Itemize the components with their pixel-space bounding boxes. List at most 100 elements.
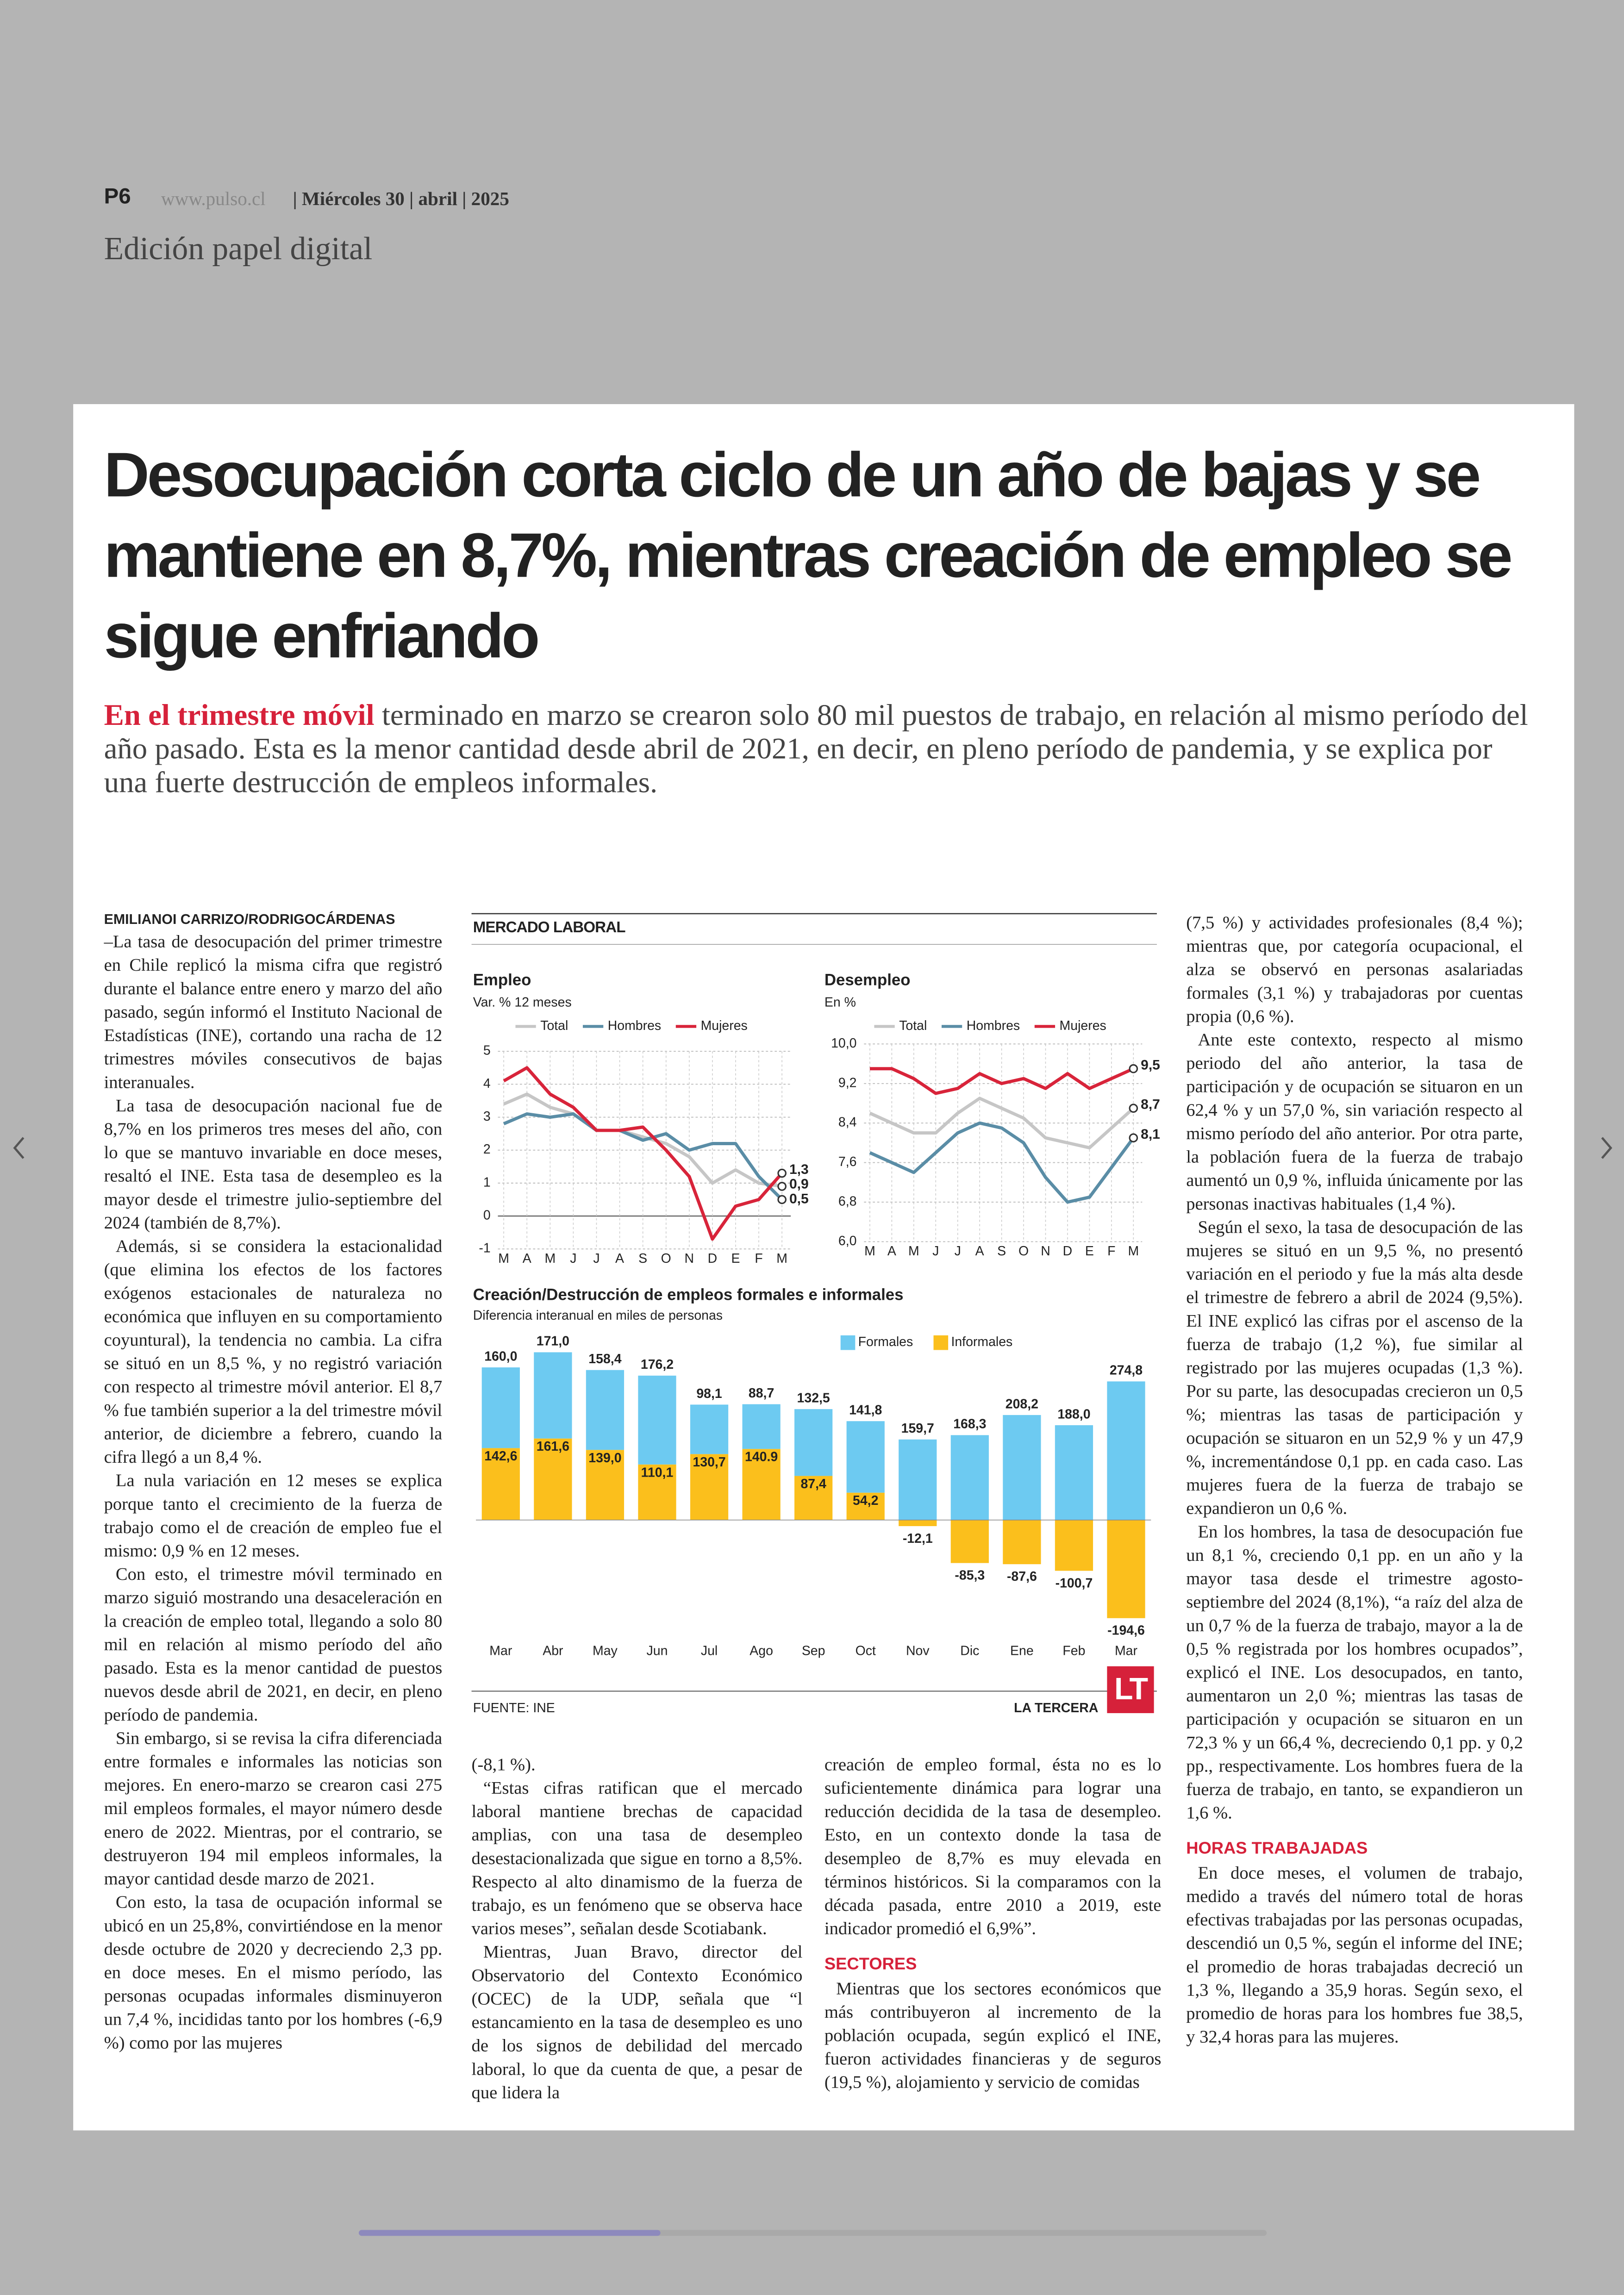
- value-label: 141,8: [849, 1403, 882, 1418]
- value-label: 274,8: [1110, 1363, 1143, 1378]
- bar-segment: [846, 1421, 885, 1493]
- x-tick-label: Nov: [906, 1644, 930, 1659]
- end-marker: [777, 1195, 787, 1204]
- bar-segment: [742, 1449, 781, 1520]
- x-tick-label: Oct: [856, 1644, 876, 1659]
- end-marker: [1129, 1133, 1138, 1143]
- lead-text: terminado en marzo se crearon solo 80 mi…: [104, 700, 1528, 800]
- legend-label: Informales: [951, 1335, 1012, 1349]
- block-title: MERCADO LABORAL: [473, 919, 626, 936]
- y-tick-label: 2: [483, 1142, 491, 1157]
- chart-subtitle: Var. % 12 meses: [473, 995, 572, 1010]
- paragraph: Con esto, el trimestre móvil terminado e…: [104, 1564, 443, 1725]
- x-tick-label: May: [593, 1644, 618, 1659]
- lead: En el trimestre móvil terminado en marzo…: [104, 700, 1532, 801]
- value-label: 130,7: [693, 1455, 725, 1470]
- y-tick-label: 6,0: [838, 1234, 857, 1248]
- x-tick-label: M: [864, 1244, 875, 1259]
- paragraph: En doce meses, el volumen de trabajo, me…: [1186, 1862, 1523, 2047]
- bar-segment: [950, 1435, 989, 1520]
- x-tick-label: N: [685, 1251, 694, 1266]
- value-label: -100,7: [1056, 1576, 1093, 1590]
- y-tick-label: 7,6: [838, 1154, 857, 1169]
- line-series: [503, 1066, 783, 1241]
- value-label: 208,2: [1006, 1397, 1038, 1411]
- legend-label: Mujeres: [1060, 1018, 1106, 1033]
- x-tick-label: F: [755, 1251, 762, 1266]
- prev-arrow[interactable]: [13, 1137, 25, 1159]
- legend-swatch: [840, 1335, 856, 1350]
- bar-segment: [846, 1492, 885, 1520]
- paragraph: La nula variación en 12 meses se explica…: [104, 1470, 443, 1561]
- line-series: [869, 1121, 1135, 1204]
- page-number: P6: [104, 184, 131, 210]
- x-tick-label: M: [544, 1251, 556, 1266]
- line-series: [503, 1112, 783, 1201]
- y-tick-label: 8,4: [838, 1115, 857, 1130]
- legend-swatch: [933, 1335, 949, 1350]
- paragraph: La tasa de desocupación nacional fue de …: [104, 1095, 443, 1233]
- value-label: 158,4: [588, 1352, 621, 1366]
- x-tick-label: A: [975, 1244, 984, 1259]
- end-label: 1,3: [789, 1162, 809, 1177]
- x-tick-label: Feb: [1062, 1644, 1085, 1659]
- y-tick-label: 5: [483, 1043, 491, 1058]
- x-tick-label: M: [776, 1251, 787, 1266]
- x-tick-label: O: [661, 1251, 671, 1266]
- paragraph: Sin embargo, si se revisa la cifra difer…: [104, 1727, 443, 1889]
- x-tick-label: N: [1041, 1244, 1050, 1259]
- value-label: 142,6: [484, 1449, 517, 1464]
- bar-segment: [690, 1404, 729, 1454]
- column: creación de empleo formal, ésta no es lo…: [824, 1752, 1162, 2094]
- value-label: 161,6: [537, 1439, 569, 1454]
- column: (7,5 %) y actividades profesionales (8,4…: [1186, 911, 1523, 2049]
- x-tick-label: E: [1085, 1244, 1094, 1259]
- bar-segment: [950, 1520, 989, 1563]
- bar-segment: [1055, 1520, 1093, 1571]
- byline: EMILIANOI CARRIZO/RODRIGOCÁRDENAS: [104, 912, 395, 929]
- legend-label: Hombres: [608, 1018, 661, 1033]
- chart-title: Creación/Destrucción de empleos formales…: [473, 1286, 904, 1304]
- value-label: 188,0: [1057, 1407, 1090, 1422]
- value-label: 54,2: [853, 1493, 878, 1508]
- end-label: 8,1: [1141, 1127, 1160, 1142]
- next-arrow[interactable]: [1601, 1137, 1612, 1159]
- column: EMILIANOI CARRIZO/RODRIGOCÁRDENAS –La tas…: [104, 911, 443, 2054]
- value-label: 159,7: [901, 1421, 934, 1436]
- value-label: 168,3: [953, 1417, 986, 1432]
- bar-segment: [586, 1370, 625, 1450]
- value-label: 171,0: [537, 1334, 569, 1349]
- x-tick-label: A: [615, 1251, 624, 1266]
- x-tick-label: Mar: [489, 1644, 512, 1659]
- y-tick-label: 1: [483, 1175, 491, 1190]
- bar-segment: [742, 1404, 781, 1449]
- line-series: [869, 1067, 1134, 1095]
- bar-segment: [586, 1450, 625, 1520]
- bar-segment: [534, 1438, 572, 1520]
- chart-title: Desempleo: [824, 972, 911, 989]
- paragraph: (-8,1 %).: [471, 1754, 536, 1775]
- value-label: 110,1: [641, 1465, 674, 1480]
- end-label: 0,5: [789, 1191, 809, 1206]
- bar-segment: [1003, 1520, 1041, 1565]
- paragraph: Ante este contexto, respecto al mismo pe…: [1186, 1029, 1523, 1214]
- end-marker: [777, 1168, 787, 1178]
- bar-segment: [1107, 1381, 1145, 1520]
- value-label: 98,1: [696, 1386, 722, 1401]
- end-marker: [1129, 1064, 1138, 1073]
- bar-segment: [794, 1409, 833, 1476]
- x-tick-label: M: [1128, 1244, 1139, 1259]
- x-tick-label: E: [731, 1251, 740, 1266]
- legend-label: Total: [899, 1018, 927, 1033]
- legend-label: Total: [540, 1018, 568, 1033]
- section-heading: HORAS TRABAJADAS: [1186, 1840, 1368, 1858]
- x-tick-label: Mar: [1115, 1644, 1137, 1659]
- scroll-thumb[interactable]: [358, 2230, 661, 2236]
- paragraph: Además, si se considera la estacionalida…: [104, 1235, 443, 1467]
- lead-highlight: En el trimestre móvil: [104, 700, 375, 732]
- value-label: 132,5: [797, 1391, 830, 1406]
- y-tick-label: -1: [479, 1241, 490, 1256]
